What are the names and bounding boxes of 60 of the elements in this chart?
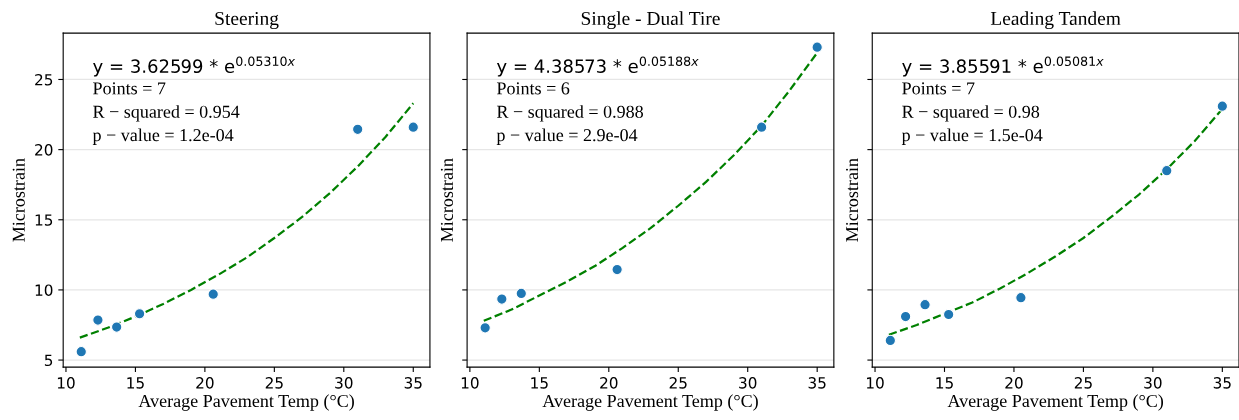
y-tick-label: 15: [35, 214, 53, 226]
x-axis-title: Average Pavement Temp (°C): [947, 394, 1164, 411]
point: [811, 41, 823, 53]
point: [351, 123, 364, 135]
x-tick-label: 20: [196, 377, 214, 389]
x-tick-label: 10: [57, 377, 75, 389]
y-axis-title: Microstrain: [440, 158, 454, 242]
x-tick-label: 15: [127, 377, 144, 389]
x-tick-label: 35: [404, 377, 422, 389]
x-tick-label: 15: [936, 377, 953, 389]
y-tick-label: 5: [44, 354, 53, 367]
x-tick-label: 10: [866, 377, 884, 389]
point: [1161, 164, 1173, 177]
point: [92, 314, 104, 326]
y-axis-title: Microstrain: [12, 158, 25, 242]
annotation: y = 3.62599 * e$^{0.05310x}$: [93, 56, 296, 77]
x-axis-title: Average Pavement Temp (°C): [138, 394, 354, 411]
y-tick-label: 20: [35, 144, 53, 156]
point: [755, 121, 768, 133]
point: [407, 121, 419, 133]
point: [1015, 291, 1027, 304]
annotation: Points = 7: [93, 82, 166, 95]
y-tick-label: 10: [35, 284, 53, 296]
x-tick-label: 20: [1005, 377, 1023, 389]
point: [75, 345, 87, 358]
line-series: [78, 102, 415, 339]
x-tick-label: 20: [600, 377, 618, 389]
annotation: R − squared = 0.98: [902, 105, 1040, 122]
x-tick-label: 30: [739, 377, 757, 389]
x-tick-label: 30: [335, 377, 353, 389]
x-tick-label: 35: [1213, 377, 1231, 389]
annotation: Points = 6: [496, 82, 570, 95]
annotation: R − squared = 0.988: [496, 105, 643, 122]
x-tick-label: 25: [669, 377, 687, 389]
y-tick-label: 25: [35, 73, 53, 86]
y-axis-title: Microstrain: [846, 158, 859, 242]
x-tick-label: 25: [265, 377, 283, 389]
point: [479, 322, 491, 334]
chart-title: Leading Tandem: [990, 11, 1121, 30]
annotation: p − value = 1.5e-04: [901, 128, 1043, 145]
x-tick-label: 25: [1074, 377, 1092, 389]
annotation: y = 4.38573 * e$^{0.05188x}$: [496, 56, 699, 77]
annotation: p − value = 1.2e-04: [92, 128, 234, 145]
annotation: y = 3.85591 * e$^{0.05081x}$: [902, 56, 1104, 77]
annotation: R − squared = 0.954: [93, 105, 240, 122]
point: [110, 321, 123, 333]
chart-title: Single - Dual Tire: [581, 11, 720, 30]
x-tick-label: 15: [531, 377, 548, 389]
chart-title: Steering: [215, 11, 279, 30]
annotation: Points = 7: [902, 82, 975, 95]
x-tick-label: 30: [1144, 377, 1162, 389]
x-tick-label: 10: [461, 377, 479, 389]
point: [919, 298, 931, 311]
point: [1216, 100, 1229, 112]
point: [133, 308, 146, 320]
point: [207, 288, 219, 300]
x-axis-title: Average Pavement Temp (°C): [542, 394, 758, 411]
point: [496, 293, 508, 305]
x-tick-label: 35: [808, 377, 826, 389]
annotation: p − value = 2.9e-04: [496, 128, 638, 145]
